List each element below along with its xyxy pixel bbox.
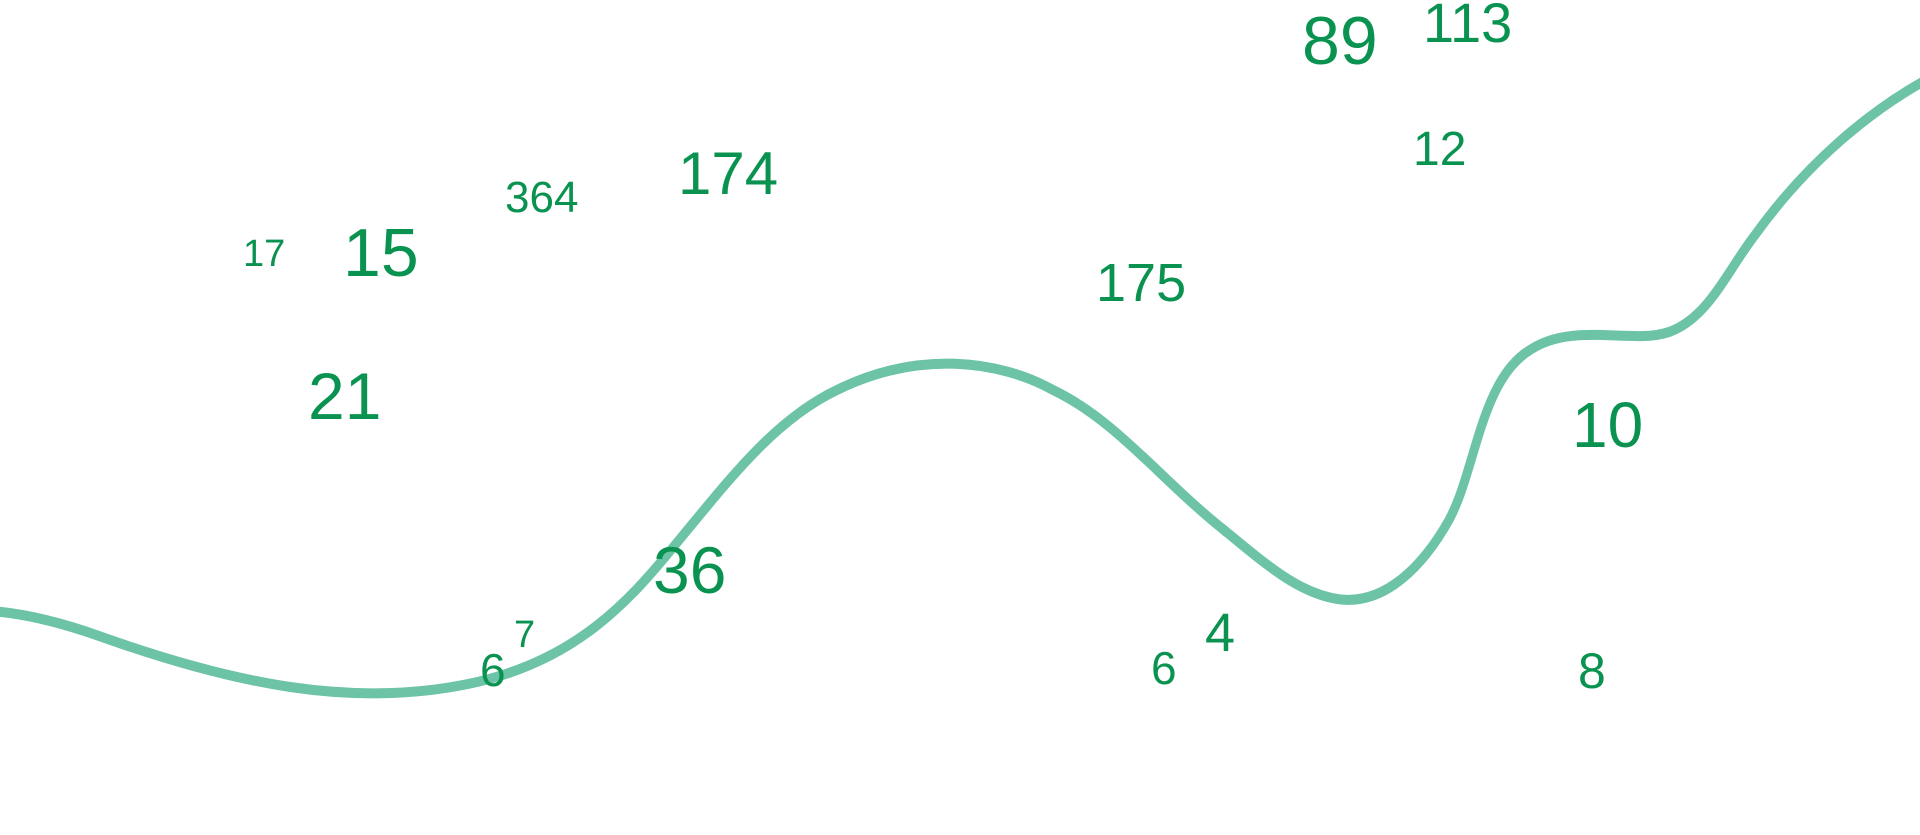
number-label: 17: [243, 233, 285, 275]
number-label: 364: [505, 173, 578, 222]
number-label: 6: [1151, 642, 1177, 694]
number-label: 7: [514, 614, 535, 656]
number-label: 21: [308, 359, 381, 433]
number-label: 4: [1205, 603, 1235, 663]
number-label: 113: [1423, 0, 1512, 54]
number-label: 89: [1302, 3, 1378, 79]
number-label: 8: [1578, 643, 1606, 699]
number-label: 10: [1572, 389, 1643, 461]
number-label: 15: [343, 215, 419, 291]
number-label: 6: [480, 644, 506, 696]
number-label: 12: [1413, 123, 1466, 176]
number-label: 174: [678, 140, 778, 207]
number-label: 175: [1096, 253, 1186, 313]
number-label: 36: [653, 533, 726, 607]
numbers: 89 113 364 174 12 17 15 175 21 10 36 7 6…: [243, 0, 1643, 699]
wavy-curve: [0, 77, 1920, 699]
